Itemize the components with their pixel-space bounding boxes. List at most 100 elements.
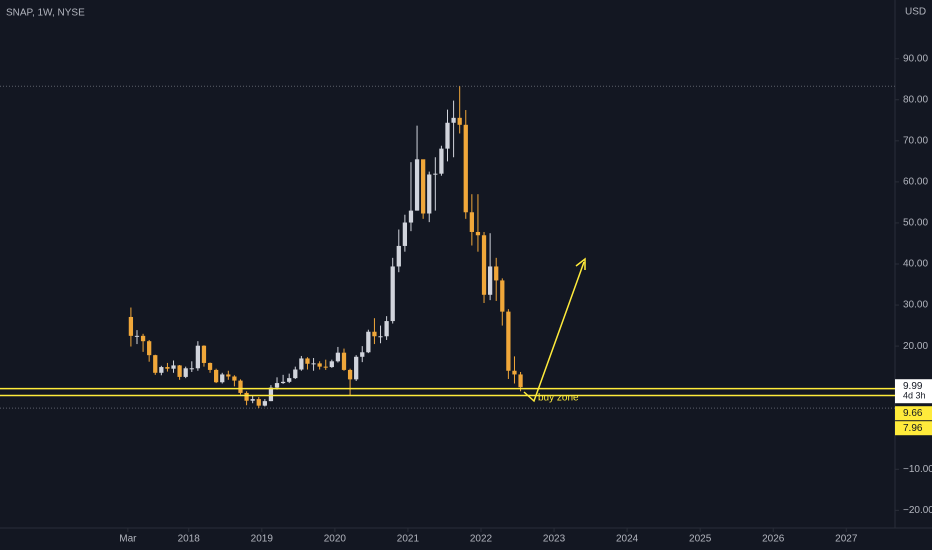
candle-body [372, 331, 377, 337]
candle-body [354, 356, 359, 380]
candle-body [445, 122, 450, 149]
y-tick-label: 20.00 [903, 341, 928, 352]
plot-area: 90.00 80.00 70.00 60.00 50.00 40.00 30.00 20.00… [0, 53, 932, 545]
candle-body [128, 316, 134, 336]
candle-body [469, 212, 474, 232]
candle-body [335, 352, 341, 362]
candle-body [305, 358, 310, 364]
x-tick-label: 2022 [470, 534, 493, 545]
candle-body [140, 335, 146, 342]
candle-body [201, 345, 207, 363]
currency-label: USD [905, 7, 926, 18]
y-tick-label: 70.00 [903, 135, 928, 146]
x-tick-label: 2027 [835, 534, 858, 545]
candle-body [329, 361, 334, 368]
candle-body [481, 235, 487, 295]
candle-body [134, 335, 140, 337]
y-tick-label: 60.00 [903, 177, 928, 188]
candle-body [506, 311, 511, 371]
candle-body [311, 363, 316, 365]
y-tick-label: 30.00 [903, 300, 928, 311]
candle-body [360, 352, 365, 357]
chart-title: SNAP, 1W, NYSE [6, 8, 85, 19]
y-tick-label: 90.00 [903, 53, 928, 64]
forecast-arrow [523, 261, 585, 403]
candle-body [463, 124, 468, 213]
candle-body [475, 231, 481, 236]
y-tick-label: 40.00 [903, 259, 928, 270]
x-tick-label: 2023 [543, 534, 566, 545]
candle-body [165, 367, 170, 369]
candle-body [256, 399, 261, 406]
candle-body [153, 355, 158, 373]
x-tick-label: 2024 [616, 534, 639, 545]
candle-body [487, 266, 493, 295]
candle-body [494, 266, 499, 281]
candle-body [457, 117, 462, 125]
candle-body [238, 380, 243, 393]
arrow-head [575, 257, 586, 270]
candle-body [171, 365, 176, 369]
y-tick-label: −10.00 [903, 464, 932, 475]
candle-body [274, 383, 280, 388]
candle-body [280, 381, 286, 384]
candle-body [500, 280, 505, 312]
candle-body [433, 173, 438, 175]
x-tick-label: 2025 [689, 534, 712, 545]
candle-body [317, 363, 322, 367]
candle-body [220, 374, 225, 383]
candle-body [439, 148, 444, 174]
x-tick-label: 2019 [251, 534, 274, 545]
candle-body [414, 159, 420, 211]
zone-price-box [895, 421, 932, 436]
candle-body [226, 374, 231, 377]
candle-body [293, 369, 298, 379]
candle-body [287, 378, 292, 382]
x-tick-label: 2018 [178, 534, 201, 545]
candle-body [390, 266, 395, 322]
candle-body [378, 336, 383, 338]
candle-body [207, 362, 213, 370]
y-tick-label: 50.00 [903, 218, 928, 229]
x-tick-label: Mar [119, 534, 137, 545]
candle-body [451, 117, 456, 123]
candle-body [402, 222, 408, 246]
candle-body [214, 369, 219, 383]
x-tick-label: 2021 [397, 534, 420, 545]
annotation: buy zone [538, 393, 579, 404]
candle-body [323, 366, 328, 368]
candle-body [177, 365, 182, 377]
candle-body [512, 370, 517, 375]
candle-body [195, 345, 201, 369]
candle-body [268, 387, 274, 402]
candle-body [427, 174, 432, 214]
last-price-box [895, 379, 932, 404]
zone-price-label: 7.96 [903, 423, 923, 434]
y-tick-label: −20.00 [903, 505, 932, 516]
last-price-label: 9.99 [903, 381, 923, 392]
candle-body [366, 331, 371, 353]
candle-body [421, 159, 426, 214]
candle-body [183, 368, 188, 377]
candle-body [244, 392, 249, 401]
candle-body [396, 245, 401, 267]
zone-price-label: 9.66 [903, 408, 923, 419]
countdown-label: 4d 3h [903, 391, 926, 401]
candle-body [341, 352, 347, 370]
candle-body [250, 399, 255, 401]
candle-body [232, 376, 237, 381]
y-tick-label: 80.00 [903, 94, 928, 105]
candle-body [384, 321, 389, 337]
x-tick-label: 2020 [324, 534, 347, 545]
candle-body [347, 369, 353, 380]
candle-body [189, 368, 194, 370]
zone-price-box [895, 406, 932, 421]
candle-body [147, 341, 152, 356]
candle-body [299, 358, 304, 370]
candle-body [518, 374, 523, 388]
candle-body [262, 401, 267, 406]
candle-body [159, 367, 164, 373]
